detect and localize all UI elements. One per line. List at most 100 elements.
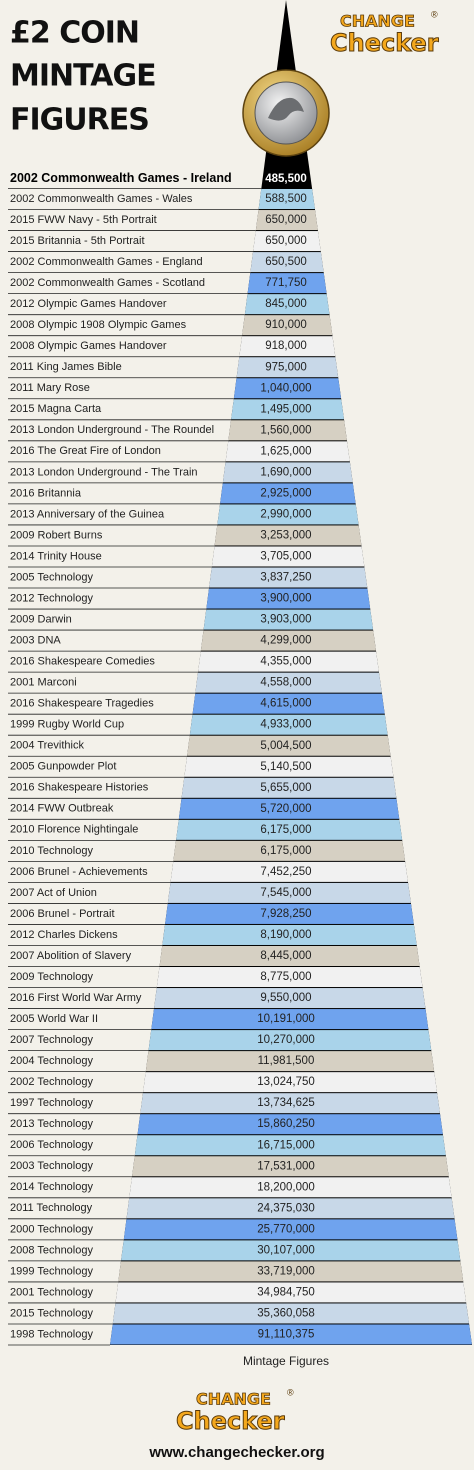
url: www.changechecker.org — [148, 1444, 324, 1461]
mintage: 8,775,000 — [260, 971, 311, 983]
coin-name: 2012 Technology — [10, 592, 93, 604]
value-cell — [110, 1324, 472, 1345]
coin-name: 2016 Shakespeare Comedies — [10, 656, 155, 668]
mintage: 35,360,058 — [257, 1307, 315, 1319]
coin-name: 2000 Technology — [10, 1223, 93, 1235]
mintage: 1,625,000 — [260, 445, 311, 457]
footer-logo: CHANGE ® Checker — [176, 1387, 295, 1435]
mintage: 1,040,000 — [260, 382, 311, 394]
coin-name: 2009 Technology — [10, 971, 93, 983]
mintage: 650,000 — [265, 214, 307, 226]
value-cell — [110, 693, 472, 714]
coin-name: 2014 Technology — [10, 1181, 93, 1193]
coin-name: 2011 Mary Rose — [10, 382, 90, 394]
coin-name: 2008 Olympic Games Handover — [10, 340, 167, 352]
value-cell — [110, 1303, 472, 1324]
caption: Mintage Figures — [243, 1354, 329, 1368]
mintage: 1,690,000 — [260, 466, 311, 478]
coin-name: 2005 Technology — [10, 571, 93, 583]
mintage: 13,024,750 — [257, 1076, 315, 1088]
mintage: 17,531,000 — [257, 1160, 315, 1172]
coin-name: 2005 World War II — [10, 1013, 98, 1025]
coin-name: 2013 Technology — [10, 1118, 93, 1130]
title-line: FIGURES — [10, 103, 149, 138]
coin-name: 2016 First World War Army — [10, 992, 142, 1004]
value-cell — [110, 1198, 472, 1219]
mintage: 24,375,030 — [257, 1202, 315, 1214]
mintage: 5,004,500 — [260, 740, 311, 752]
mintage: 3,253,000 — [260, 529, 311, 541]
mintage: 4,299,000 — [260, 635, 311, 647]
mintage: 15,860,250 — [257, 1118, 315, 1130]
mintage: 7,452,250 — [260, 866, 311, 878]
coin-name: 2012 Olympic Games Handover — [10, 298, 167, 310]
value-cell — [110, 1261, 472, 1282]
logo: CHANGE ® Checker — [330, 9, 440, 57]
mintage: 4,558,000 — [260, 677, 311, 689]
coin-name: 2013 Anniversary of the Guinea — [10, 508, 165, 520]
mintage: 650,000 — [265, 235, 307, 247]
coin-name: 2007 Technology — [10, 1034, 93, 1046]
coin-name: 2007 Abolition of Slavery — [10, 950, 132, 962]
coin-name: 1998 Technology — [10, 1328, 93, 1340]
coin-name: 2015 Technology — [10, 1307, 93, 1319]
mintage: 9,550,000 — [260, 992, 311, 1004]
mintage: 1,495,000 — [260, 403, 311, 415]
logo-bottom: Checker — [330, 29, 439, 57]
mintage: 4,615,000 — [260, 698, 311, 710]
coin-name: 2007 Act of Union — [10, 887, 97, 899]
mintage: 34,984,750 — [257, 1286, 315, 1298]
value-cell — [110, 882, 472, 903]
coin-name: 2001 Technology — [10, 1286, 93, 1298]
coin-name: 2016 The Great Fire of London — [10, 445, 161, 457]
mintage: 1,560,000 — [260, 424, 311, 436]
coin-name: 2003 DNA — [10, 634, 61, 646]
rows: 2002 Commonwealth Games - Ireland 485,500… — [8, 171, 315, 1346]
logo-top: CHANGE — [340, 12, 415, 31]
coin-name: 2008 Technology — [10, 1244, 93, 1256]
mintage: 25,770,000 — [257, 1223, 315, 1235]
value-cell — [110, 967, 472, 988]
title-line: £2 COIN — [10, 16, 139, 51]
coin-name: 1999 Technology — [10, 1265, 93, 1277]
mintage: 3,900,000 — [260, 593, 311, 605]
value-cell — [110, 735, 472, 756]
coin-name: 2015 Magna Carta — [10, 403, 102, 415]
coin-name: 2010 Florence Nightingale — [10, 824, 138, 836]
coin-name: 2008 Olympic 1908 Olympic Games — [10, 319, 187, 331]
value-cell — [110, 1093, 472, 1114]
mintage: 650,500 — [265, 256, 307, 268]
coin-name: 2006 Brunel - Achievements — [10, 866, 148, 878]
mintage: 10,191,000 — [257, 1013, 315, 1025]
value-cell — [110, 1009, 472, 1030]
logo-mark: ® — [287, 1387, 294, 1397]
coin-name: 2006 Brunel - Portrait — [10, 908, 115, 920]
coin-name: 2016 Shakespeare Tragedies — [10, 698, 154, 710]
mintage: 485,500 — [265, 173, 307, 185]
mintage: 6,175,000 — [260, 824, 311, 836]
mintage: 4,355,000 — [260, 656, 311, 668]
value-cell — [110, 1282, 472, 1303]
value-cell — [110, 988, 472, 1009]
value-cell — [110, 1072, 472, 1093]
mintage: 5,720,000 — [260, 803, 311, 815]
mintage: 5,655,000 — [260, 782, 311, 794]
mintage: 8,190,000 — [260, 929, 311, 941]
coin-name: 2004 Trevithick — [10, 740, 84, 752]
mintage: 33,719,000 — [257, 1265, 315, 1277]
value-cell — [110, 756, 472, 777]
mintage: 3,903,000 — [260, 614, 311, 626]
mintage: 16,715,000 — [257, 1139, 315, 1151]
value-cell — [110, 924, 472, 945]
mintage: 5,140,500 — [260, 761, 311, 773]
mintage: 2,990,000 — [260, 508, 311, 520]
mintage: 771,750 — [265, 277, 307, 289]
value-cell — [110, 777, 472, 798]
mintage: 3,705,000 — [260, 551, 311, 563]
coin-name: 2016 Britannia — [10, 487, 82, 499]
coin-name: 2002 Technology — [10, 1076, 93, 1088]
coin-name: 2013 London Underground - The Roundel — [10, 424, 214, 436]
mintage: 3,837,250 — [260, 572, 311, 584]
